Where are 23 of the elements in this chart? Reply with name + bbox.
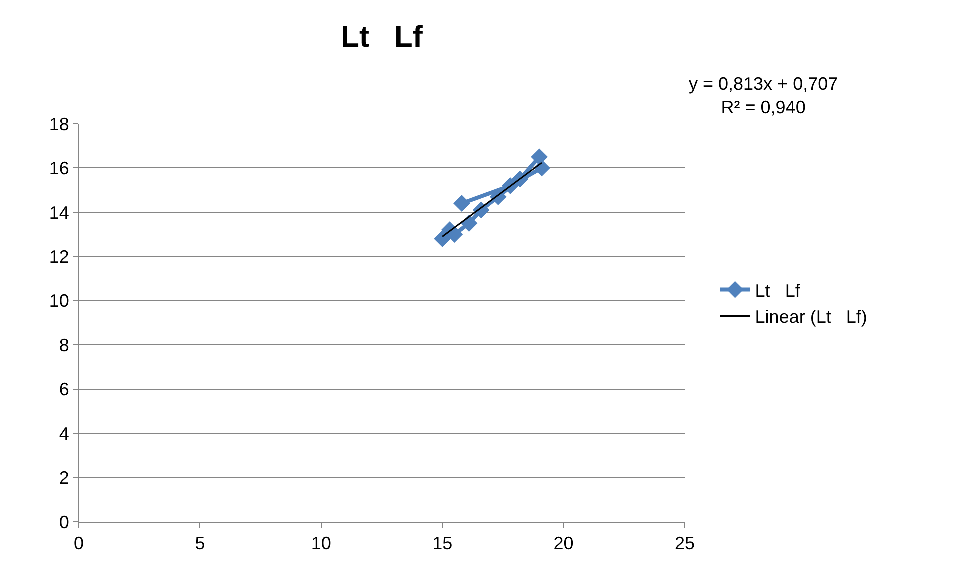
y-tick-label: 12 <box>49 246 70 267</box>
legend-label: Linear (Lt Lf) <box>755 307 868 328</box>
point <box>454 195 470 212</box>
y-tick-label: 18 <box>49 114 70 134</box>
x-tick-label: 15 <box>432 534 453 554</box>
legend-label: Lt Lf <box>755 280 802 301</box>
point <box>531 148 548 166</box>
y-tick-label: 0 <box>59 512 70 532</box>
y-tick-label: 2 <box>59 468 70 488</box>
y-tick-label: 4 <box>59 424 70 444</box>
x-tick-label: 20 <box>554 534 574 554</box>
y-tick-label: 8 <box>59 335 70 356</box>
x-tick-label: 25 <box>674 534 696 554</box>
y-tick-label: 6 <box>59 380 70 400</box>
x-tick-label: 5 <box>195 534 206 554</box>
chart-title: Lt Lf <box>341 21 424 54</box>
x-tick-label: 10 <box>311 534 332 554</box>
y-tick-label: 16 <box>49 158 70 179</box>
x-tick-label: 0 <box>74 534 84 554</box>
point <box>434 230 452 248</box>
y-tick-label: 14 <box>49 202 70 223</box>
y-tick-label: 10 <box>49 291 70 312</box>
text: y = 0,813x + 0,707 R² = 0,940 <box>689 74 838 118</box>
